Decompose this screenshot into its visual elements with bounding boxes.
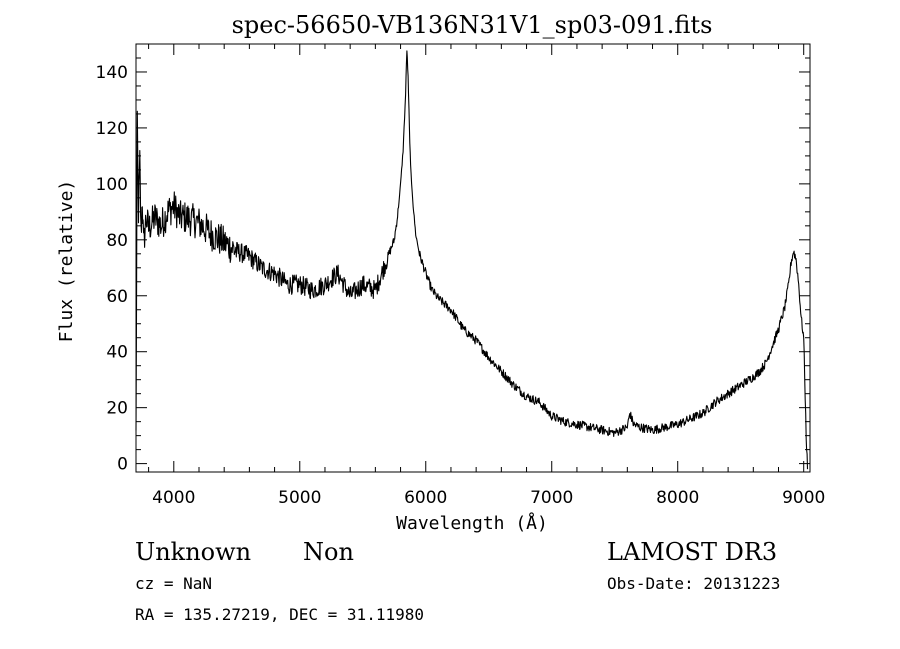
- axes: [135, 43, 811, 473]
- coordinates-label: RA = 135.27219, DEC = 31.11980: [135, 605, 424, 624]
- object-class-label: Unknown: [135, 538, 251, 566]
- x-tick-label: 7000: [530, 488, 573, 508]
- x-axis-label: Wavelength (Å): [396, 512, 548, 534]
- x-axis-ticks: 4000 5000 6000 7000 8000 9000: [148, 44, 825, 508]
- y-tick-label: 120: [96, 119, 128, 139]
- cz-label: cz = NaN: [135, 574, 212, 593]
- y-axis-ticks: 0 20 40 60 80 100 120 140: [96, 57, 810, 475]
- x-tick-label: 6000: [404, 488, 447, 508]
- y-tick-label: 20: [106, 399, 128, 419]
- x-tick-label: 9000: [782, 488, 825, 508]
- y-axis-label: Flux (relative): [56, 180, 77, 343]
- x-tick-label: 5000: [278, 488, 321, 508]
- y-tick-label: 140: [96, 63, 128, 83]
- object-subclass-label: Non: [303, 538, 354, 566]
- obs-date-label: Obs-Date: 20131223: [607, 574, 780, 593]
- y-tick-label: 100: [96, 175, 128, 195]
- chart-title: spec-56650-VB136N31V1_sp03-091.fits: [232, 11, 713, 39]
- y-tick-label: 60: [106, 287, 128, 307]
- y-tick-label: 40: [106, 343, 128, 363]
- y-tick-label: 0: [117, 455, 128, 475]
- y-tick-label: 80: [106, 231, 128, 251]
- x-tick-label: 8000: [656, 488, 699, 508]
- x-tick-label: 4000: [152, 488, 195, 508]
- plot-frame: [135, 43, 811, 473]
- series-group: [135, 50, 809, 470]
- spectrum-line: [135, 50, 809, 470]
- survey-label: LAMOST DR3: [607, 538, 777, 566]
